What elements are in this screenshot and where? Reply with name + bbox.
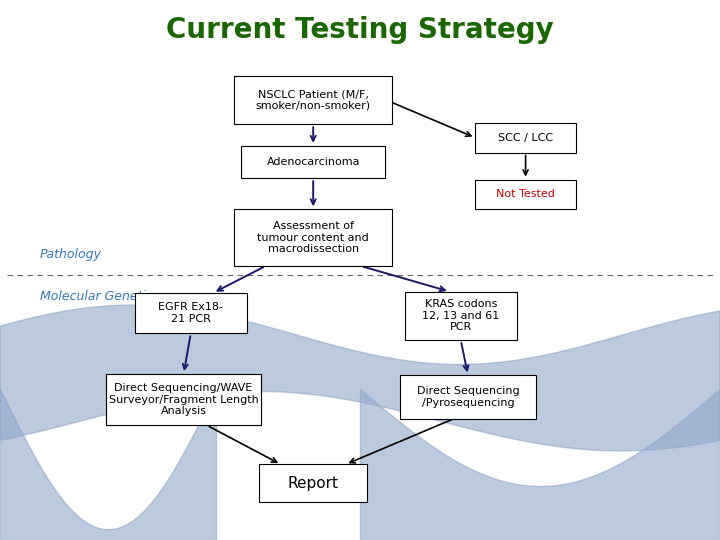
Text: Report: Report [288, 476, 338, 491]
Text: EGFR Ex18-
21 PCR: EGFR Ex18- 21 PCR [158, 302, 223, 324]
FancyBboxPatch shape [259, 464, 367, 502]
FancyBboxPatch shape [234, 76, 392, 124]
Text: NSCLC Patient (M/F,
smoker/non-smoker): NSCLC Patient (M/F, smoker/non-smoker) [256, 89, 371, 111]
FancyBboxPatch shape [400, 375, 536, 418]
FancyBboxPatch shape [135, 293, 246, 333]
Text: Direct Sequencing
/Pyrosequencing: Direct Sequencing /Pyrosequencing [417, 386, 519, 408]
Text: Current Testing Strategy: Current Testing Strategy [166, 16, 554, 44]
FancyBboxPatch shape [475, 123, 576, 152]
Text: KRAS codons
12, 13 and 61
PCR: KRAS codons 12, 13 and 61 PCR [422, 299, 500, 333]
Text: SCC / LCC: SCC / LCC [498, 133, 553, 143]
FancyBboxPatch shape [475, 179, 576, 209]
FancyBboxPatch shape [241, 146, 385, 178]
FancyBboxPatch shape [405, 292, 517, 340]
Text: Adenocarcinoma: Adenocarcinoma [266, 157, 360, 167]
Text: Direct Sequencing/WAVE
Surveyor/Fragment Length
Analysis: Direct Sequencing/WAVE Surveyor/Fragment… [109, 383, 258, 416]
Text: Pathology: Pathology [40, 248, 102, 261]
Text: Assessment of
tumour content and
macrodissection: Assessment of tumour content and macrodi… [257, 221, 369, 254]
Text: Not Tested: Not Tested [496, 190, 555, 199]
FancyBboxPatch shape [234, 209, 392, 266]
FancyBboxPatch shape [107, 374, 261, 426]
Text: Molecular Genetics: Molecular Genetics [40, 291, 159, 303]
